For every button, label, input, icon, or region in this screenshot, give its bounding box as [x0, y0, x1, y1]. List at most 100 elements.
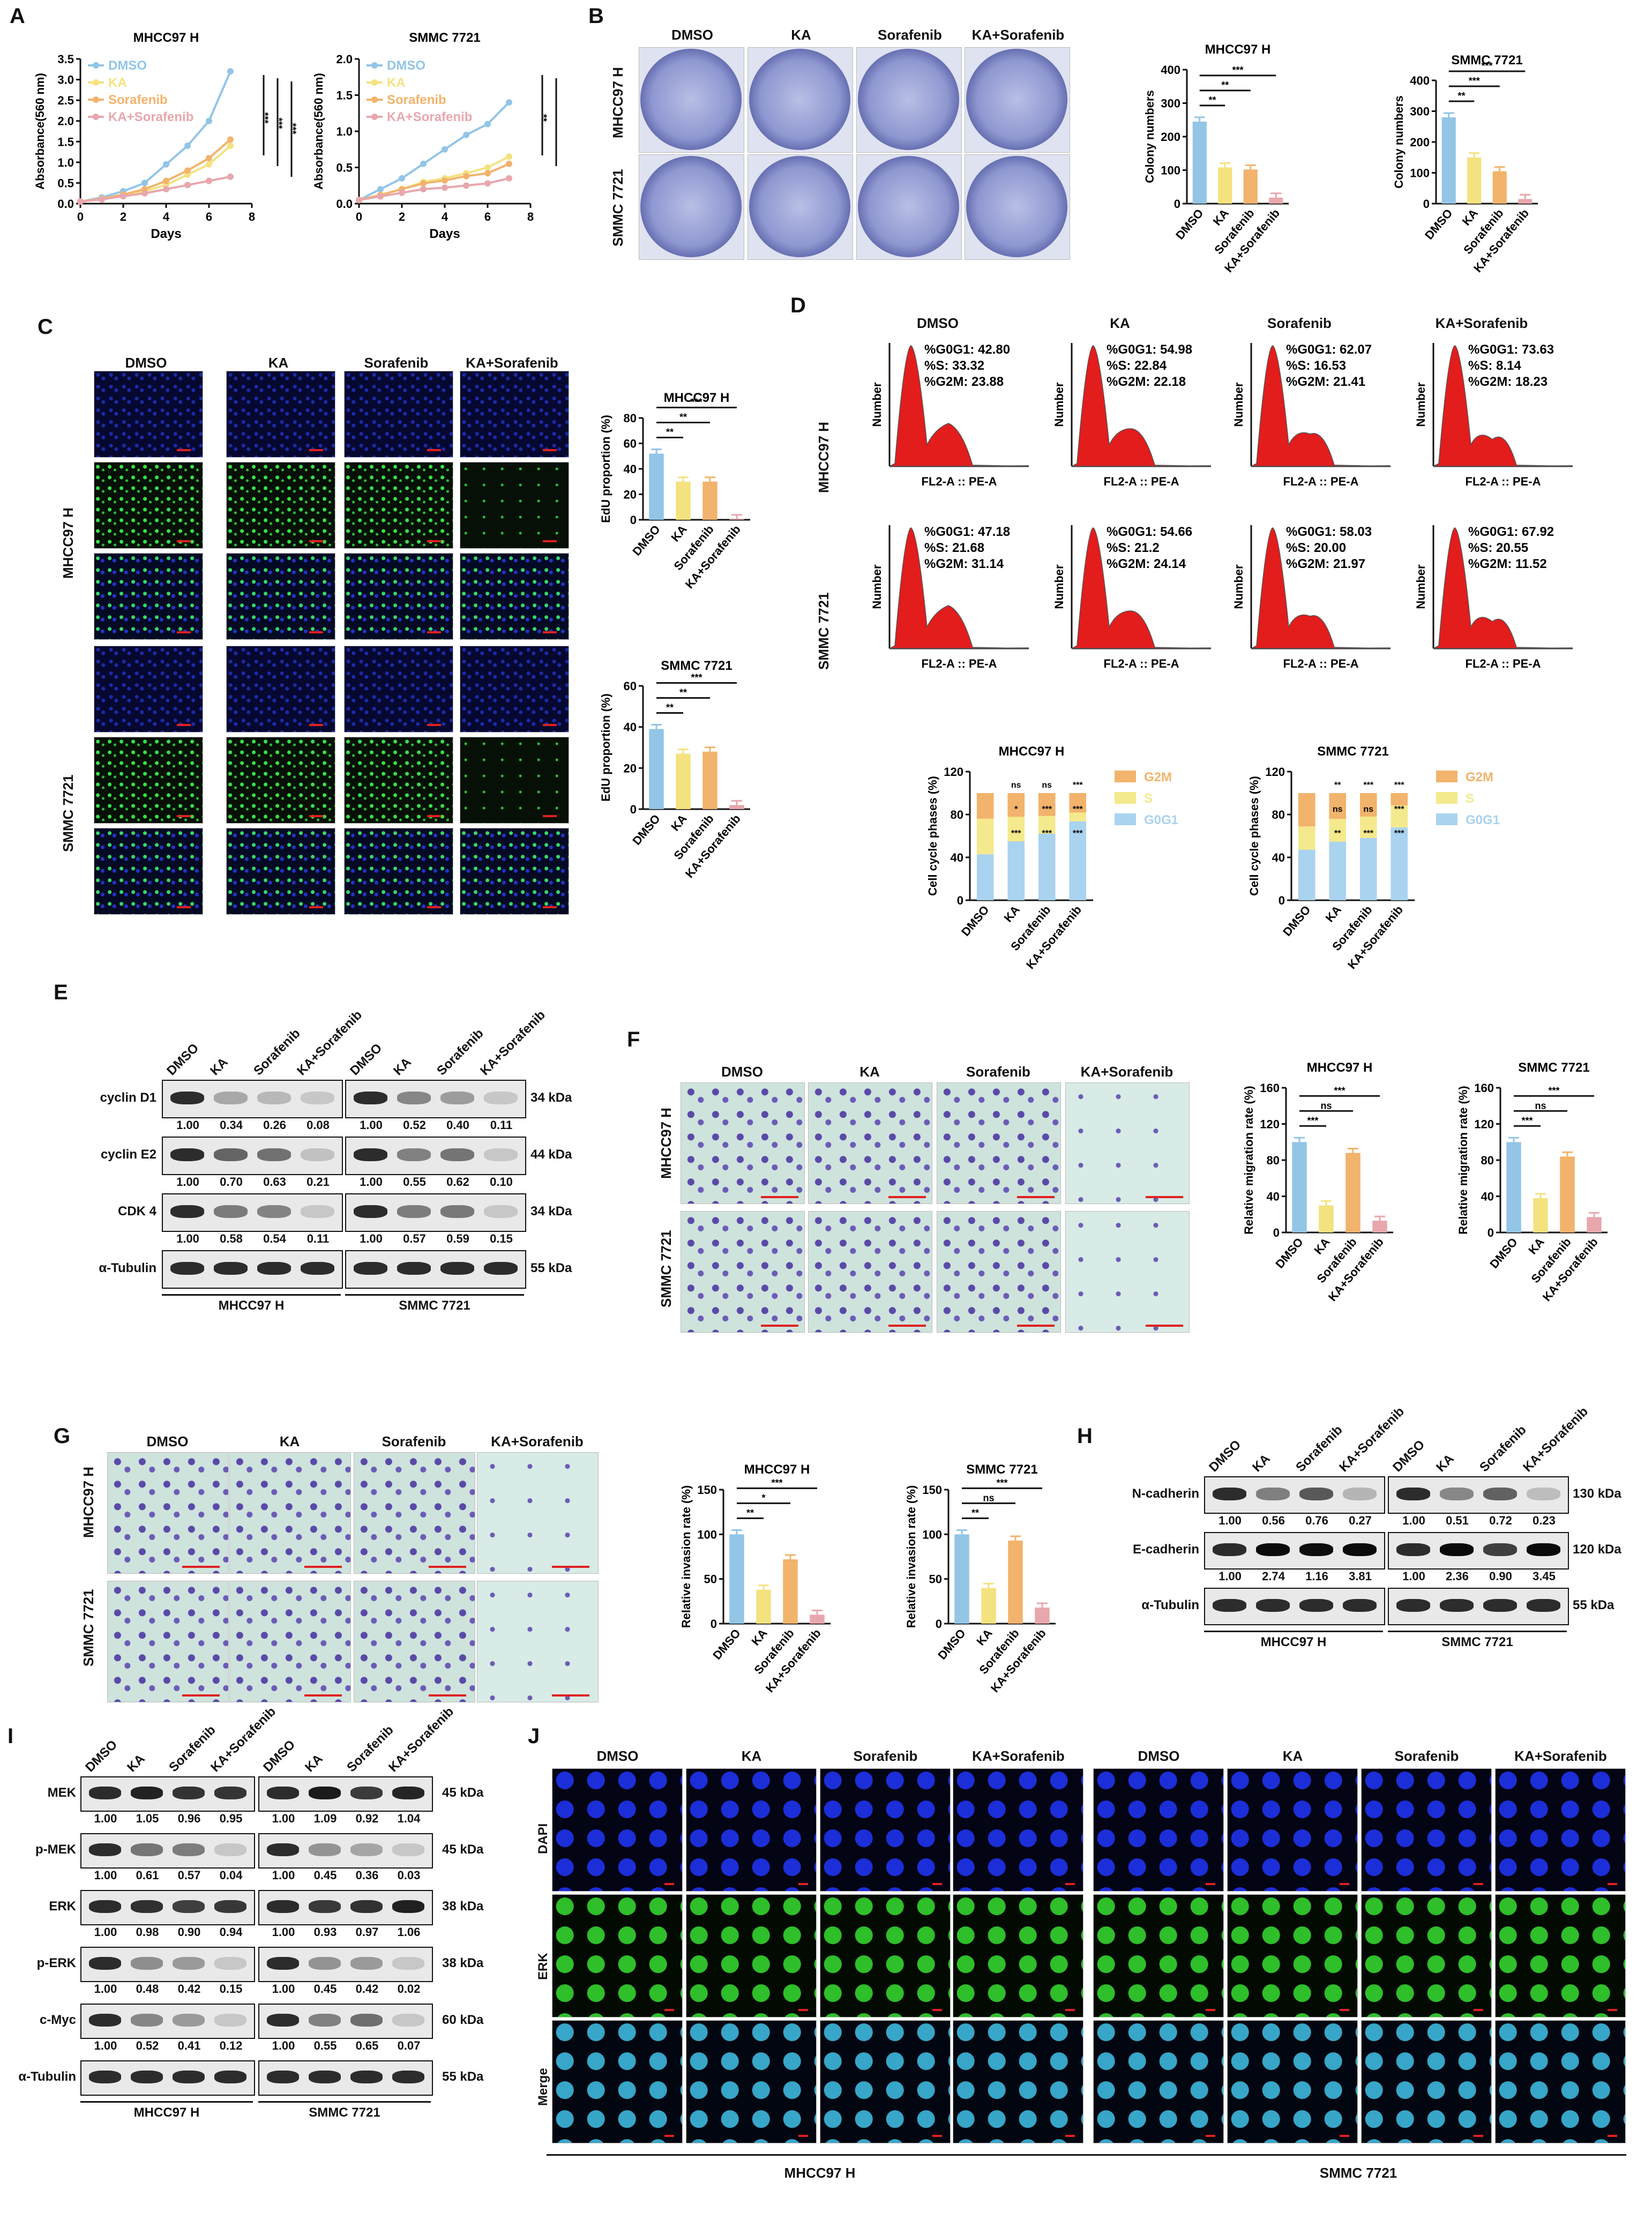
- blot-band: [170, 1205, 204, 1218]
- blot-band: [1440, 1599, 1474, 1612]
- band-quant-value: 1.00: [94, 1869, 117, 1882]
- scale-bar: [427, 815, 441, 817]
- legend-marker: [93, 114, 99, 120]
- blot-band: [1396, 1599, 1430, 1612]
- sig-label: *: [1014, 805, 1018, 814]
- stacked-bar-segment: [1359, 816, 1377, 838]
- data-point: [206, 177, 212, 184]
- edu-micrograph: [344, 553, 453, 640]
- band-quant-value: 0.11: [307, 1232, 330, 1245]
- blot-kda-label: 55 kDa: [1573, 1598, 1614, 1612]
- band-quant-value: 0.07: [397, 2039, 421, 2052]
- band-quant-value: 1.00: [272, 1925, 295, 1939]
- legend-marker: [93, 79, 99, 86]
- panel-c-col-header: Sorafenib: [364, 355, 429, 371]
- y-tick-label: 0: [1423, 197, 1430, 211]
- blot-band: [214, 2071, 246, 2083]
- chart-title: MHCC97 H: [664, 391, 730, 405]
- scale-bar: [1065, 1883, 1075, 1885]
- bar: [702, 751, 717, 809]
- edu-micrograph: [344, 371, 453, 458]
- blot-band: [309, 2014, 341, 2027]
- scale-bar: [1206, 2009, 1215, 2011]
- edu-micrograph: [226, 462, 335, 549]
- blot-band: [1396, 1488, 1430, 1500]
- hist-x-label: FL2-A :: PE-A: [1283, 475, 1359, 488]
- bar: [810, 1615, 825, 1624]
- sig-label: ***: [1394, 781, 1404, 790]
- band-quant-value: 0.92: [355, 1812, 379, 1825]
- scale-bar: [427, 724, 441, 726]
- y-tick-label: 0.5: [336, 161, 353, 175]
- series-line: [80, 71, 231, 203]
- band-quant-value: 2.36: [1446, 1570, 1469, 1583]
- stacked-bar-segment: [1359, 793, 1377, 817]
- band-quant-value: 0.23: [1533, 1514, 1556, 1527]
- bar: [1533, 1198, 1548, 1232]
- legend-swatch: [1115, 771, 1136, 782]
- phase-stat: %G0G1: 67.92: [1468, 525, 1554, 539]
- blot-band: [1213, 1599, 1246, 1612]
- legend-label: G0G1: [1144, 813, 1178, 827]
- blot-band: [440, 1092, 474, 1104]
- scale-bar: [1608, 1883, 1617, 1885]
- blot-band: [1256, 1599, 1290, 1612]
- sig-label: ***: [1363, 781, 1373, 790]
- legend-label: KA: [387, 76, 406, 90]
- legend-label: KA+Sorafenib: [387, 110, 472, 124]
- legend-label: DMSO: [387, 58, 425, 73]
- band-quant-value: 0.02: [397, 1982, 421, 1996]
- panel-f-row-label-1: MHCC97 H: [658, 1108, 674, 1179]
- lane-header: Sorafenib: [434, 1026, 487, 1079]
- phase-stat: %G0G1: 42.80: [924, 342, 1010, 357]
- y-tick-label: 0: [1487, 1226, 1494, 1239]
- sig-label: ***: [1073, 805, 1083, 814]
- invasion-micrograph: [229, 1581, 351, 1702]
- panel-d-col-header: DMSO: [917, 315, 959, 331]
- stacked-bar-segment: [1038, 793, 1056, 816]
- chart-title: MHCC97 H: [744, 1462, 810, 1477]
- blot-row-label: c-Myc: [39, 2013, 76, 2027]
- panel-letter-b: B: [588, 4, 604, 28]
- sig-label: ***: [1073, 781, 1083, 790]
- x-tick-label: 4: [163, 210, 170, 223]
- band-quant-value: 0.42: [177, 1982, 201, 1996]
- panel-d-col-header: Sorafenib: [1267, 315, 1332, 331]
- data-point: [463, 131, 469, 138]
- sig-label: **: [1457, 91, 1465, 101]
- band-quant-value: 1.00: [360, 1232, 383, 1245]
- blot-band: [392, 2014, 424, 2027]
- blot-band: [267, 2071, 299, 2083]
- sig-label: ***: [552, 117, 557, 129]
- y-tick-label: 100: [697, 1528, 717, 1541]
- band-quant-value: 0.76: [1305, 1514, 1328, 1527]
- edu-micrograph: [460, 646, 569, 733]
- cell-cycle-histogram: [1251, 527, 1391, 649]
- sig-label: **: [538, 114, 549, 122]
- data-point: [227, 143, 234, 149]
- hist-x-label: FL2-A :: PE-A: [1283, 657, 1359, 670]
- blot-band: [173, 1787, 205, 1799]
- sig-label: ns: [1535, 1100, 1546, 1111]
- legend-label: S: [1144, 791, 1153, 806]
- chart-title: SMMC 7721: [1317, 744, 1388, 759]
- sig-label: **: [1334, 829, 1341, 838]
- data-point: [141, 190, 148, 197]
- band-quant-value: 1.00: [176, 1232, 199, 1245]
- legend-label: G2M: [1466, 770, 1493, 784]
- blot-band: [1440, 1543, 1474, 1556]
- chart-title: MHCC97 H: [999, 744, 1065, 759]
- cell-group-underline: [1388, 1631, 1567, 1632]
- edu-micrograph: [226, 371, 335, 458]
- blot-row-label: cyclin E2: [100, 1147, 156, 1162]
- y-tick-label: 0: [630, 513, 637, 527]
- panel-letter-f: F: [627, 1028, 640, 1051]
- scale-bar: [309, 540, 323, 542]
- panel-b-col-header: KA: [791, 27, 811, 43]
- blot-band: [301, 1262, 334, 1275]
- confocal-micrograph: [1361, 2020, 1492, 2143]
- sig-label: **: [971, 1507, 979, 1518]
- migration-micrograph: [1065, 1082, 1190, 1204]
- chart-title: SMMC 7721: [661, 659, 732, 673]
- blot-band: [354, 1092, 387, 1104]
